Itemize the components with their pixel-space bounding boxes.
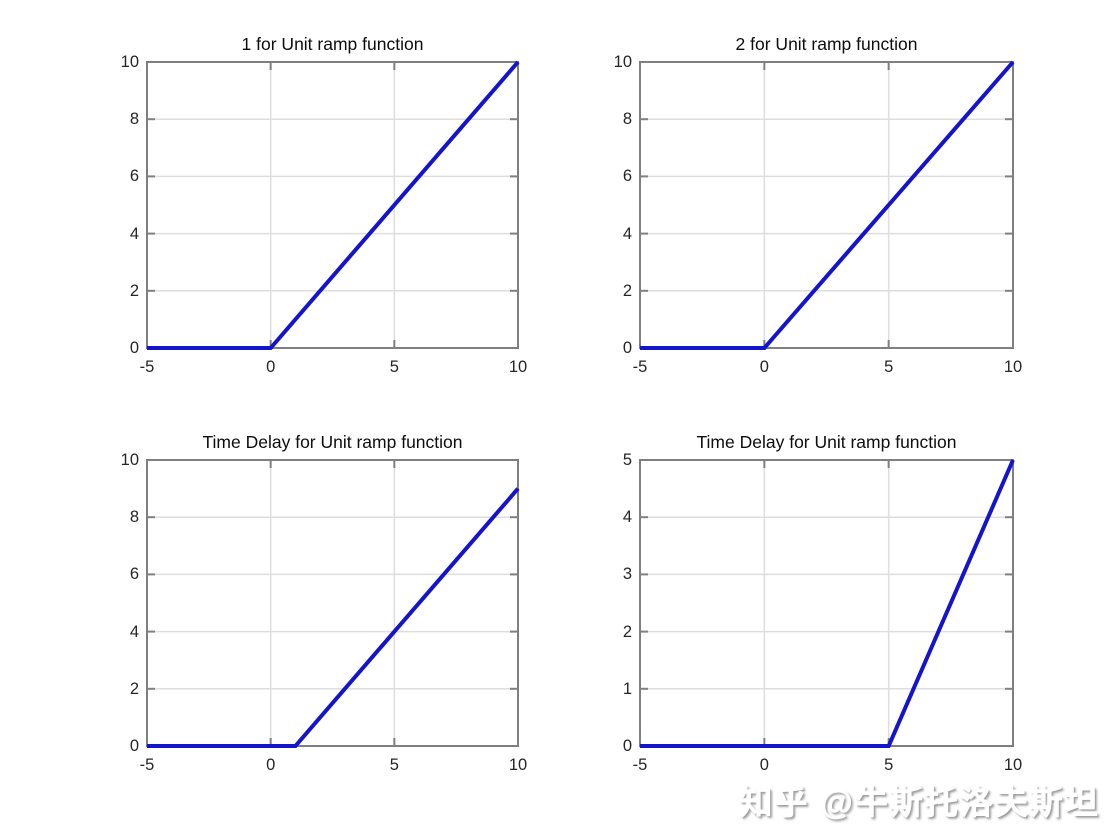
- ramp-data-line: [147, 487, 520, 748]
- x-tick-label: 5: [389, 358, 399, 376]
- x-tick-label: 10: [508, 358, 528, 376]
- x-tick-label: -5: [632, 756, 648, 774]
- y-tick-label: 10: [120, 451, 139, 469]
- y-tick-label: 2: [622, 281, 632, 300]
- y-tick-label: 2: [129, 679, 139, 698]
- y-tick-label: 5: [622, 451, 632, 469]
- axes-box: [639, 61, 1014, 349]
- y-tick-label: 2: [622, 622, 632, 641]
- y-tick-label: 4: [622, 508, 632, 527]
- x-tick-label: 0: [759, 358, 769, 376]
- y-tick-label: 4: [129, 224, 139, 243]
- y-tick-label: 3: [622, 565, 632, 584]
- zhihu-watermark: 知乎 @牛斯托洛夫斯坦: [739, 784, 1100, 821]
- y-tick-label: 0: [622, 737, 632, 755]
- y-tick-label: 1: [622, 679, 632, 698]
- x-tick-label: 0: [759, 756, 769, 774]
- plot-axes-area: [639, 459, 1015, 748]
- axes-box: [639, 459, 1014, 747]
- plot-title: 1 for Unit ramp function: [241, 34, 424, 54]
- x-tick-label: 10: [508, 756, 528, 774]
- x-tick-label: 5: [389, 756, 399, 774]
- y-tick-label: 8: [129, 110, 139, 129]
- y-tick-label: 6: [622, 167, 632, 186]
- y-tick-label: 10: [120, 53, 139, 71]
- y-tick-label: 4: [622, 224, 632, 243]
- y-tick-label: 6: [129, 167, 139, 186]
- y-tick-label: 6: [129, 565, 139, 584]
- y-tick-label: 0: [129, 339, 139, 357]
- y-tick-label: 10: [613, 53, 632, 71]
- x-tick-label: -5: [632, 358, 648, 376]
- ramp-data-line: [147, 60, 520, 350]
- plot-axes-area: [639, 60, 1015, 350]
- plot-axes-area: [146, 459, 520, 748]
- axes-box: [146, 61, 519, 349]
- plot-axes-area: [146, 60, 520, 350]
- y-tick-label: 8: [622, 110, 632, 129]
- plot-title: Time Delay for Unit ramp function: [696, 432, 957, 452]
- x-tick-label: 5: [884, 756, 894, 774]
- x-tick-label: 0: [266, 358, 276, 376]
- subplot-2-unit-ramp: 2 for Unit ramp function -5 0 5 10 0 2 4 6 8 10: [614, 34, 1023, 376]
- plot-title: 2 for Unit ramp function: [735, 34, 918, 54]
- y-tick-label: 0: [622, 339, 632, 357]
- x-tick-label: -5: [139, 358, 155, 376]
- x-tick-label: 10: [1003, 756, 1023, 774]
- x-tick-label: 0: [266, 756, 276, 774]
- y-tick-label: 2: [129, 281, 139, 300]
- ramp-data-line: [640, 459, 1015, 748]
- ramp-data-line: [640, 60, 1015, 350]
- plot-title: Time Delay for Unit ramp function: [202, 432, 463, 452]
- x-tick-label: 10: [1003, 358, 1023, 376]
- y-tick-label: 0: [129, 737, 139, 755]
- y-tick-label: 4: [129, 622, 139, 641]
- subplot-1-unit-ramp: 1 for Unit ramp function -5 0 5 10 0 2 4 6 8 10: [121, 34, 528, 376]
- axes-box: [146, 459, 519, 747]
- x-tick-label: -5: [139, 756, 155, 774]
- y-tick-label: 8: [129, 508, 139, 527]
- x-tick-label: 5: [884, 358, 894, 376]
- subplot-4-time-delay-ramp: Time Delay for Unit ramp function -5 0 5 10…: [623, 432, 1022, 774]
- subplot-3-time-delay-ramp: Time Delay for Unit ramp function -5 0 5 10…: [121, 432, 528, 774]
